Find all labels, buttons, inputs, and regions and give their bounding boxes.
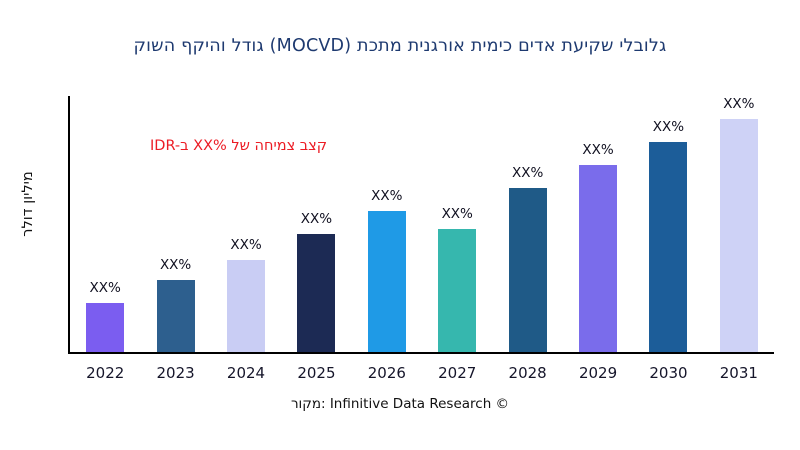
bar-slot-2031: XX% 2031	[704, 96, 774, 382]
bar-2026	[367, 211, 406, 352]
bar-2025	[297, 234, 336, 352]
bar-value-label-2029: XX%	[582, 142, 614, 159]
bar-value-label-2028: XX%	[511, 165, 544, 182]
bar-slot-2025: XX% 2025	[281, 96, 351, 382]
x-tick-2025: 2025	[297, 364, 336, 382]
bar-value-label-2023: XX%	[159, 257, 192, 274]
bar-value-label-2030: XX%	[652, 119, 685, 136]
y-axis-label: רלוד ןוילימ	[20, 171, 36, 237]
source-caption: רוקמ: Infinitive Data Research ©	[290, 396, 510, 412]
bar-value-label-2022: XX%	[89, 280, 121, 297]
bar-2027	[438, 229, 477, 352]
bar-slot-2023: XX% 2023	[140, 96, 210, 382]
bar-2030	[649, 142, 688, 352]
x-tick-2024: 2024	[226, 364, 266, 382]
x-tick-2028: 2028	[508, 364, 547, 382]
bar-slot-2024: XX% 2024	[211, 96, 281, 382]
plot-area: IDR-ב XX% לש החימצ בצק XX% 2022 XX% 2023 XX%…	[68, 96, 774, 382]
chart-title: קושה ףקיהו לדוג (MOCVD) תכתמ תינגרוא תימ…	[133, 36, 667, 56]
bar-slot-2028: XX% 2028	[492, 96, 562, 382]
bar-value-label-2031: XX%	[723, 96, 755, 113]
bar-slot-2029: XX% 2029	[563, 96, 633, 382]
bar-slot-2030: XX% 2030	[633, 96, 703, 382]
growth-annotation: IDR-ב XX% לש החימצ בצק	[150, 138, 328, 154]
bar-slot-2022: XX% 2022	[70, 96, 140, 382]
x-tick-2029: 2029	[578, 364, 618, 382]
bar-2024	[227, 259, 266, 352]
bar-series: XX% 2022 XX% 2023 XX% 2024 XX% 2025 XX% 2026 XX% 20…	[70, 96, 774, 382]
x-tick-2023: 2023	[156, 364, 195, 382]
bar-value-label-2024: XX%	[230, 236, 262, 253]
x-tick-2022: 2022	[86, 364, 125, 382]
bar-value-label-2025: XX%	[300, 211, 333, 228]
x-tick-2026: 2026	[367, 364, 406, 382]
bar-2023	[156, 280, 195, 352]
x-tick-2030: 2030	[649, 364, 688, 382]
x-tick-2027: 2027	[438, 364, 477, 382]
bar-2028	[508, 188, 547, 352]
bar-2022	[86, 303, 125, 352]
bar-value-label-2027: XX%	[441, 206, 473, 223]
bar-2029	[579, 165, 618, 352]
bar-slot-2026: XX% 2026	[352, 96, 422, 382]
x-tick-2031: 2031	[719, 364, 758, 382]
bar-slot-2027: XX% 2027	[422, 96, 492, 382]
bar-value-label-2026: XX%	[371, 188, 403, 205]
bar-2031	[719, 119, 758, 352]
